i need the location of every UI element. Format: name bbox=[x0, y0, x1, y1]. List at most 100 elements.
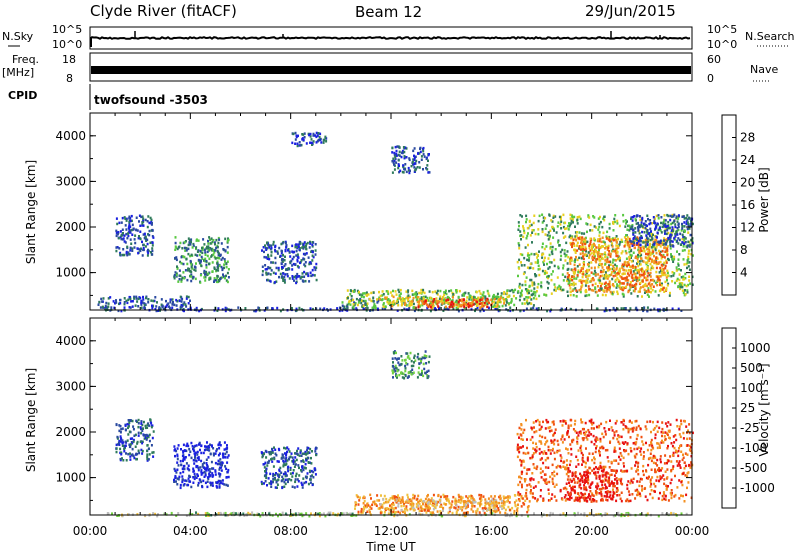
power-cell bbox=[664, 219, 667, 222]
power-cell bbox=[583, 237, 586, 241]
velocity-cell bbox=[597, 512, 600, 516]
power-cell bbox=[661, 282, 663, 285]
power-cell bbox=[525, 237, 528, 240]
power-cell bbox=[655, 270, 658, 274]
power-cell bbox=[298, 248, 301, 251]
power-cell bbox=[625, 285, 628, 289]
power-cell bbox=[660, 221, 662, 225]
velocity-cell bbox=[439, 510, 442, 513]
power-cell bbox=[422, 288, 425, 292]
power-cell bbox=[352, 307, 355, 311]
power-cell bbox=[579, 247, 582, 251]
velocity-cell bbox=[219, 461, 222, 464]
velocity-cell bbox=[216, 448, 218, 451]
power-cell bbox=[619, 287, 622, 291]
power-cell bbox=[422, 295, 425, 299]
power-cell bbox=[500, 295, 503, 298]
power-cell bbox=[653, 217, 656, 220]
power-cell bbox=[207, 247, 210, 250]
power-cell bbox=[606, 269, 609, 272]
power-cell bbox=[524, 288, 527, 291]
power-cell bbox=[633, 215, 636, 218]
velocity-cell bbox=[135, 419, 138, 423]
power-cell bbox=[349, 293, 352, 296]
velocity-cell bbox=[440, 505, 443, 508]
power-cell bbox=[687, 255, 690, 259]
power-cell bbox=[127, 234, 130, 238]
power-cell bbox=[184, 303, 187, 306]
velocity-cell bbox=[186, 442, 189, 446]
velocity-cell bbox=[212, 452, 215, 455]
power-cell bbox=[358, 293, 361, 296]
power-cell bbox=[479, 309, 482, 313]
velocity-cell bbox=[198, 443, 200, 446]
power-cell bbox=[614, 214, 617, 217]
power-cell bbox=[568, 284, 571, 287]
velocity-cell bbox=[473, 505, 476, 508]
power-cell bbox=[677, 258, 680, 261]
power-cell bbox=[452, 293, 455, 296]
power-cell bbox=[653, 221, 656, 225]
power-cell bbox=[118, 247, 121, 250]
power-cell bbox=[538, 273, 541, 277]
power-cell bbox=[484, 297, 487, 301]
power-cell bbox=[655, 245, 658, 249]
power-cell bbox=[310, 141, 313, 145]
velocity-cell bbox=[176, 477, 179, 480]
power-cell bbox=[314, 249, 317, 252]
power-cell bbox=[207, 242, 210, 245]
power-cell bbox=[442, 309, 445, 312]
power-cell bbox=[486, 305, 489, 309]
power-cell bbox=[621, 263, 624, 266]
velocity-cell bbox=[467, 499, 470, 503]
velocity-cell bbox=[425, 511, 428, 514]
velocity-cell bbox=[209, 443, 211, 446]
power-cell bbox=[619, 256, 621, 260]
power-cell bbox=[152, 304, 155, 308]
velocity-cell bbox=[488, 501, 491, 505]
power-cell bbox=[585, 279, 587, 283]
velocity-cell bbox=[373, 502, 376, 506]
power-cell bbox=[148, 233, 151, 237]
power-cell bbox=[536, 261, 539, 264]
power-cell bbox=[224, 250, 227, 253]
velocity-cell bbox=[405, 505, 408, 508]
power-cell bbox=[589, 237, 592, 240]
power-cell bbox=[612, 264, 615, 268]
power-cell bbox=[270, 251, 273, 254]
nsearch-label: N.Search bbox=[745, 30, 795, 43]
power-cell bbox=[596, 239, 599, 242]
velocity-cell bbox=[376, 494, 379, 497]
power-cell bbox=[584, 242, 587, 246]
velocity-cell bbox=[206, 464, 209, 467]
velocity-cell bbox=[623, 514, 626, 517]
power-cell bbox=[580, 280, 583, 283]
power-cell bbox=[622, 213, 625, 217]
power-cell bbox=[476, 300, 479, 304]
power-cell bbox=[286, 274, 289, 278]
power-cell bbox=[628, 288, 631, 291]
power-cell bbox=[359, 299, 362, 302]
power-cell bbox=[220, 258, 223, 261]
power-cell bbox=[362, 292, 365, 295]
velocity-cell bbox=[407, 500, 410, 503]
power-cell bbox=[691, 254, 694, 257]
power-cell bbox=[678, 253, 681, 256]
power-cell bbox=[267, 255, 270, 258]
power-cell bbox=[571, 245, 573, 249]
power-cell bbox=[544, 233, 547, 236]
power-cell bbox=[658, 226, 661, 230]
power-cell bbox=[266, 257, 269, 260]
power-cell bbox=[341, 304, 344, 307]
power-cell bbox=[175, 304, 178, 307]
power-cell bbox=[615, 251, 617, 255]
power-cell bbox=[627, 290, 630, 294]
power-cell bbox=[435, 299, 438, 303]
power-cell bbox=[139, 224, 142, 227]
power-cell bbox=[521, 253, 524, 257]
power-cell bbox=[136, 247, 139, 250]
velocity-cell bbox=[124, 428, 127, 431]
velocity-cell bbox=[351, 512, 354, 516]
power-scatter-cells bbox=[97, 131, 694, 313]
power-cell bbox=[682, 278, 685, 281]
